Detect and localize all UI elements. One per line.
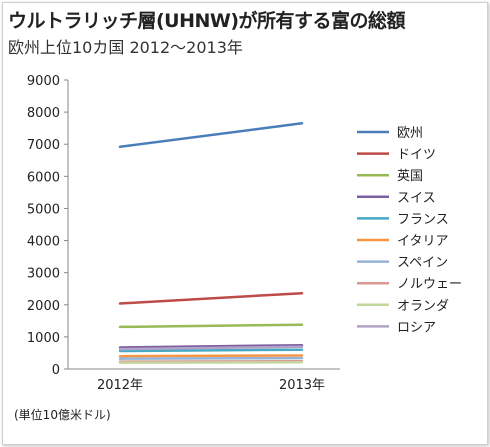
legend-label: スペイン xyxy=(397,256,448,271)
y-tick-label: 4000 xyxy=(27,235,60,250)
series-line xyxy=(118,348,304,353)
legend-label: ノルウェー xyxy=(397,277,462,292)
x-tick-label: 2012年 xyxy=(97,378,143,393)
legend-label: スイス xyxy=(397,191,436,206)
y-tick-label: 9000 xyxy=(27,74,60,89)
x-tick-label: 2013年 xyxy=(279,378,325,393)
chart-title: ウルトラリッチ層(UHNW)が所有する富の総額 xyxy=(8,10,406,32)
series-line xyxy=(118,291,304,305)
legend-label: フランス xyxy=(397,212,449,227)
series-lines xyxy=(118,122,304,364)
y-tick-label: 2000 xyxy=(27,299,60,314)
series-line xyxy=(118,345,304,351)
series-line xyxy=(118,356,304,360)
unit-note: (単位10億米ドル) xyxy=(14,408,111,422)
y-tick-label: 6000 xyxy=(27,170,60,185)
legend-label: 欧州 xyxy=(397,126,423,141)
legend-label: ドイツ xyxy=(397,148,436,163)
legend-label: ロシア xyxy=(397,320,436,335)
y-axis-ticks: 0 1000 2000 3000 4000 5000 6000 7000 8000 9000 xyxy=(27,74,68,378)
y-tick-label: 8000 xyxy=(27,106,60,121)
y-tick-label: 7000 xyxy=(27,138,60,153)
series-line xyxy=(118,122,304,149)
legend-label: オランダ xyxy=(397,299,449,314)
series-line xyxy=(118,354,304,358)
y-tick-label: 5000 xyxy=(27,202,60,217)
y-tick-label: 1000 xyxy=(27,331,60,346)
chart-subtitle: 欧州上位10カ国 2012〜2013年 xyxy=(8,38,243,57)
series-line xyxy=(118,343,304,349)
y-tick-label: 3000 xyxy=(27,267,60,282)
y-tick-label: 0 xyxy=(52,363,60,378)
legend-label: イタリア xyxy=(397,234,448,249)
x-axis-ticks: 2012年 2013年 xyxy=(97,378,325,393)
legend-label: 英国 xyxy=(397,169,423,184)
series-line xyxy=(118,323,304,329)
